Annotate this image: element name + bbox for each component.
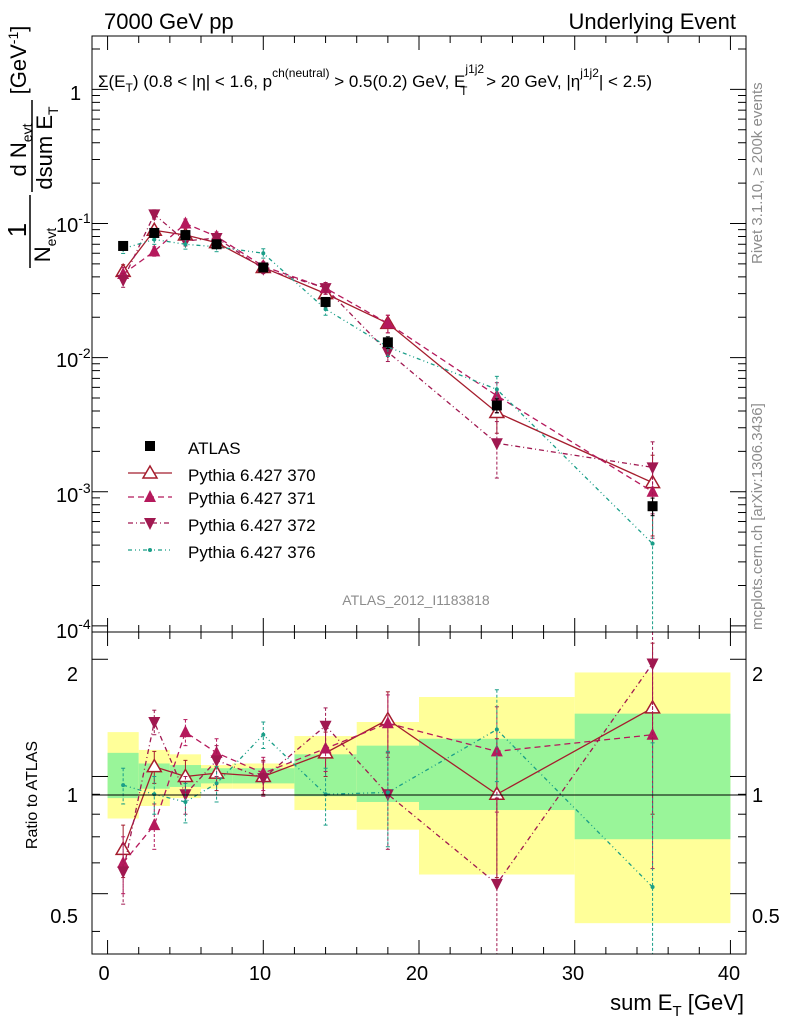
main-point-s2-2 <box>179 216 192 229</box>
main-point-s3-8 <box>646 462 659 475</box>
ratio-point-s3-4 <box>257 773 270 786</box>
main-point-s0-2 <box>180 230 191 241</box>
legend-label-atlas: ATLAS <box>188 439 241 458</box>
legend-marker-s0 <box>145 441 155 451</box>
y-axis-title-n: Nevt <box>30 228 59 263</box>
legend-label-370: Pythia 6.427 370 <box>188 466 316 485</box>
ratio-point-s3-5 <box>319 720 332 733</box>
main-point-s0-0 <box>118 240 129 251</box>
ratio-point-s4-1 <box>152 792 157 797</box>
analysis-label: ATLAS_2012_I1183818 <box>342 592 490 608</box>
legend-label-376: Pythia 6.427 376 <box>188 543 316 562</box>
ratio-point-s4-7 <box>494 727 499 732</box>
ratio-tick-label-right-0.5: 0.5 <box>752 906 780 928</box>
main-point-s0-8 <box>647 501 658 512</box>
main-point-s3-5 <box>319 283 332 296</box>
main-point-s0-5 <box>320 296 331 307</box>
ratio-point-s4-2 <box>183 799 188 804</box>
main-y-tick-labels: 10-4 10-3 10-2 10-1 1 <box>56 83 91 643</box>
main-point-s2-1 <box>148 244 161 257</box>
legend-marker-s3 <box>144 518 156 530</box>
ratio-uncertainty-bands <box>107 672 731 924</box>
main-line-s2 <box>122 222 653 493</box>
main-point-s3-1 <box>148 209 161 222</box>
ratio-point-s3-3 <box>210 755 223 768</box>
main-point-s2-6 <box>381 316 394 329</box>
main-point-s0-3 <box>211 239 222 250</box>
ratio-point-s4-6 <box>385 790 390 795</box>
ratio-point-s2-5 <box>319 741 332 754</box>
x-tick-label-40: 40 <box>718 963 740 985</box>
y-axis-title-dn: d Nevt <box>6 123 35 176</box>
ratio-point-s3-0 <box>117 866 130 879</box>
ratio-point-s3-8 <box>646 658 659 671</box>
ratio-axis-title: Ratio to ATLAS <box>24 741 41 849</box>
plot-title: Σ(ET) (0.8 < |η| < 1.6, pch(neutral) > 0… <box>98 62 652 98</box>
y-axis-title-unit: [GeV-1] <box>5 26 31 95</box>
ratio-point-s3-1 <box>148 717 161 730</box>
ratio-point-s2-1 <box>148 818 161 831</box>
main-point-s4-2 <box>183 242 188 247</box>
y-tick-label-1e-2: 10-2 <box>56 345 91 372</box>
main-point-s4-1 <box>152 237 157 242</box>
axis-ticks <box>92 36 746 954</box>
y-tick-label-1: 1 <box>70 83 81 105</box>
x-axis-title: sum ET [GeV] <box>610 990 744 1020</box>
y-tick-label-1e-1: 10-1 <box>56 210 91 237</box>
x-tick-label-20: 20 <box>406 963 428 985</box>
main-point-s4-5 <box>323 307 328 312</box>
main-point-s3-6 <box>381 347 394 360</box>
main-point-s4-4 <box>261 251 266 256</box>
y-tick-label-1e-3: 10-3 <box>56 480 91 507</box>
ratio-point-s2-2 <box>179 725 192 738</box>
header-right: Underlying Event <box>568 9 736 34</box>
ratio-tick-label-1: 1 <box>67 785 78 807</box>
ratio-point-s1-1 <box>145 758 163 773</box>
main-point-s0-4 <box>258 262 269 273</box>
legend: ATLAS Pythia 6.427 370 Pythia 6.427 371 … <box>128 439 316 562</box>
main-point-s4-8 <box>650 541 655 546</box>
legend-label-371: Pythia 6.427 371 <box>188 489 316 508</box>
main-point-s0-7 <box>491 400 502 411</box>
header-left: 7000 GeV pp <box>104 9 234 34</box>
ratio-point-s2-6 <box>381 716 394 729</box>
x-tick-label-10: 10 <box>249 963 271 985</box>
ratio-point-s3-7 <box>490 878 503 891</box>
y-axis-title-one: 1 <box>2 223 32 237</box>
x-tick-label-30: 30 <box>562 963 584 985</box>
x-tick-labels: 0 10 20 30 40 <box>98 963 740 985</box>
y-axis-title-dsum: dsum ET <box>32 106 61 190</box>
ratio-tick-label-right-1: 1 <box>752 785 763 807</box>
main-point-s3-0 <box>117 274 130 287</box>
ratio-point-s4-4 <box>261 732 266 737</box>
ratio-point-s4-0 <box>121 783 126 788</box>
ratio-tick-label-0.5: 0.5 <box>50 906 78 928</box>
main-series <box>114 209 661 633</box>
main-point-s0-6 <box>382 337 393 348</box>
side-text-rivet: Rivet 3.1.10, ≥ 200k events <box>749 82 766 264</box>
ratio-tick-label-right-2: 2 <box>752 664 763 686</box>
main-point-s3-3 <box>210 232 223 245</box>
legend-label-372: Pythia 6.427 372 <box>188 516 316 535</box>
main-point-s3-7 <box>490 438 503 451</box>
legend-marker-s2 <box>144 490 156 502</box>
main-point-s4-7 <box>494 387 499 392</box>
y-axis-title: 1 Nevt d Nevt dsum ET [GeV-1] <box>2 26 61 268</box>
ratio-series <box>114 631 661 955</box>
ratio-point-s4-3 <box>214 781 219 786</box>
legend-marker-s1 <box>141 464 159 479</box>
main-point-s2-8 <box>646 484 659 497</box>
main-point-s2-7 <box>490 388 503 401</box>
x-tick-label-0: 0 <box>98 963 109 985</box>
main-point-s0-1 <box>149 227 160 238</box>
ratio-point-s4-8 <box>650 885 655 890</box>
y-tick-label-1e-4: 10-4 <box>56 616 91 643</box>
side-text-mcplots: mcplots.cern.ch [arXiv:1306.3436] <box>749 403 766 630</box>
ratio-point-s4-5 <box>323 792 328 797</box>
ratio-y-tick-labels: 0.5 1 2 0.5 1 2 <box>50 664 780 928</box>
ratio-tick-label-2: 2 <box>67 664 78 686</box>
legend-marker-s4 <box>148 548 152 552</box>
